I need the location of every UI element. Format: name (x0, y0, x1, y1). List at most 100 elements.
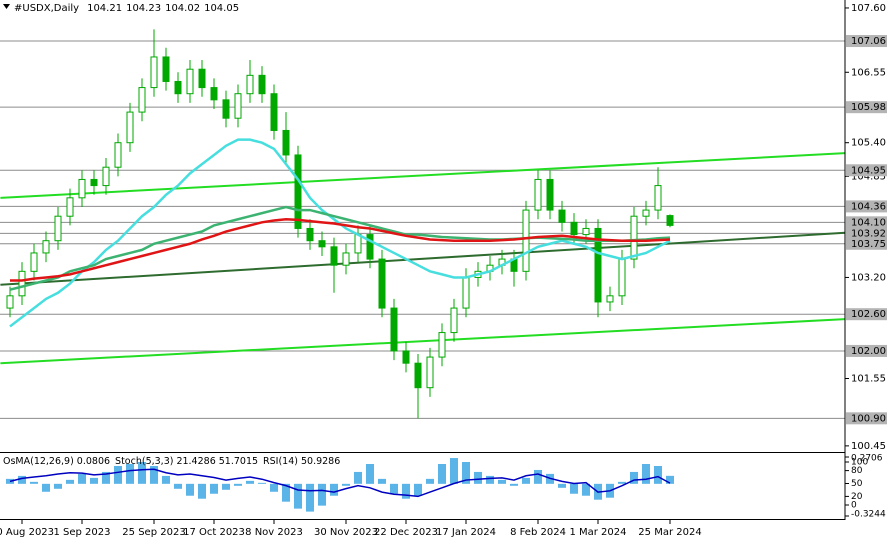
level-label-box (846, 344, 887, 357)
level-label: 100.90 (851, 413, 886, 424)
osc-tick-label: 50 (851, 479, 863, 489)
candle-body (642, 209, 650, 217)
osc-tick-label: 0 (851, 501, 857, 511)
candle-body (222, 99, 230, 119)
header: #USDX,Daily 104.21 104.23 104.02 104.05 (14, 3, 239, 14)
osma-bar (630, 471, 638, 484)
osma-bar (258, 482, 266, 484)
level-label: 107.06 (851, 36, 886, 47)
osma-bar (438, 464, 446, 484)
y-tick-label: 100.45 (851, 441, 886, 452)
y-tick-label: 107.60 (851, 3, 886, 14)
osma-bar (54, 483, 62, 489)
osma-bar (618, 481, 626, 484)
candle-body (42, 240, 50, 254)
osma-bar (90, 477, 98, 484)
level-label-box (846, 164, 887, 177)
x-tick-label: 30 Nov 2023 (314, 527, 378, 538)
candle-body (294, 154, 302, 229)
osma-bar (78, 473, 86, 484)
osma-bar (210, 483, 218, 494)
candle-body (186, 68, 194, 95)
osma-bar (390, 483, 398, 494)
candle-body (54, 215, 62, 242)
candle-body (666, 215, 674, 226)
candle-body (126, 111, 134, 144)
symbol: #USDX,Daily (14, 3, 79, 14)
y-tick-label: 103.20 (851, 272, 886, 283)
candle-body (390, 307, 398, 352)
candle-body (78, 178, 86, 199)
level-label: 103.75 (851, 239, 886, 250)
osma-bar (138, 462, 146, 484)
level-label: 104.10 (851, 217, 886, 228)
level-label: 104.95 (851, 165, 886, 176)
osma-bar (342, 483, 350, 486)
trend-line (0, 231, 845, 286)
osma-bar (30, 481, 38, 484)
candle-body (354, 234, 362, 254)
candle-body (30, 252, 38, 272)
close: 104.05 (204, 3, 239, 14)
candle-body (210, 87, 218, 101)
x-tick-label: 8 Nov 2023 (245, 527, 303, 538)
osma-bar (294, 483, 302, 509)
osma-bar (6, 478, 14, 484)
candle-body (582, 227, 590, 236)
osma-bar (306, 483, 314, 512)
x-tick-label: 1 Mar 2024 (569, 527, 626, 538)
osma-bar (582, 483, 590, 496)
candle-body (558, 209, 566, 223)
symbol-icon (3, 4, 10, 9)
osma-bar (378, 478, 386, 484)
candle-body (18, 270, 26, 297)
level-label-box (846, 216, 887, 229)
candle-body (522, 209, 530, 272)
level-label-box (846, 308, 887, 321)
candle-body (570, 221, 578, 236)
osma-bar (162, 475, 170, 484)
candle-body (162, 56, 170, 82)
osma-bar (126, 464, 134, 484)
stoch-name: Stoch(5,3,3) (115, 456, 173, 467)
x-tick-label: 22 Dec 2023 (374, 527, 438, 538)
osma-bar (18, 475, 26, 484)
osma-bar (186, 483, 194, 496)
osma-bar (414, 483, 422, 496)
level-label-box (846, 35, 887, 48)
osc-tick-label: 100 (851, 458, 868, 468)
stoch-main: 21.4286 (176, 456, 215, 467)
candle-body (414, 362, 422, 389)
rsi-value: 50.9286 (301, 456, 340, 467)
osma-bar (426, 478, 434, 484)
osma-bar (570, 483, 578, 494)
trend-line (0, 318, 845, 365)
candle-body (306, 227, 314, 242)
candle-body (234, 93, 242, 119)
candle-body (450, 307, 458, 334)
candle-body (402, 350, 410, 364)
x-tick-label: 25 Sep 2023 (122, 527, 185, 538)
osma-bar (270, 483, 278, 492)
candle-body (114, 142, 122, 168)
level-label: 104.36 (851, 201, 886, 212)
osma-bar (366, 464, 374, 484)
osma-bar (222, 483, 230, 490)
level-label-box (846, 227, 887, 240)
level-label: 103.92 (851, 228, 886, 239)
candle-body (258, 74, 266, 95)
x-tick-label: 8 Feb 2024 (510, 527, 566, 538)
candle-body (462, 276, 470, 309)
osma-bar (474, 471, 482, 484)
candle-body (102, 166, 110, 187)
y-tick-label: 101.55 (851, 374, 886, 385)
candle-body (90, 178, 98, 187)
osma-tick-label: -0.3244 (851, 510, 886, 520)
indicator-pane (6, 458, 674, 512)
low: 104.02 (165, 3, 200, 14)
candle-body (246, 74, 254, 95)
osma-bar (654, 465, 662, 484)
candle-body (426, 356, 434, 389)
osma-tick-label: 0.2706 (851, 454, 883, 464)
candle-body (174, 80, 182, 95)
